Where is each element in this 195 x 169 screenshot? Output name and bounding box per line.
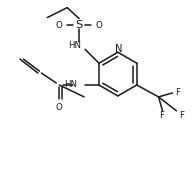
Text: O: O	[56, 21, 63, 30]
Text: F: F	[179, 111, 184, 120]
Text: F: F	[175, 88, 180, 98]
Text: F: F	[159, 111, 164, 120]
Text: HN: HN	[68, 41, 81, 50]
Text: O: O	[96, 21, 102, 30]
Text: S: S	[75, 20, 83, 30]
Text: N: N	[115, 44, 123, 54]
Text: HN: HN	[64, 80, 77, 90]
Text: O: O	[56, 103, 63, 112]
